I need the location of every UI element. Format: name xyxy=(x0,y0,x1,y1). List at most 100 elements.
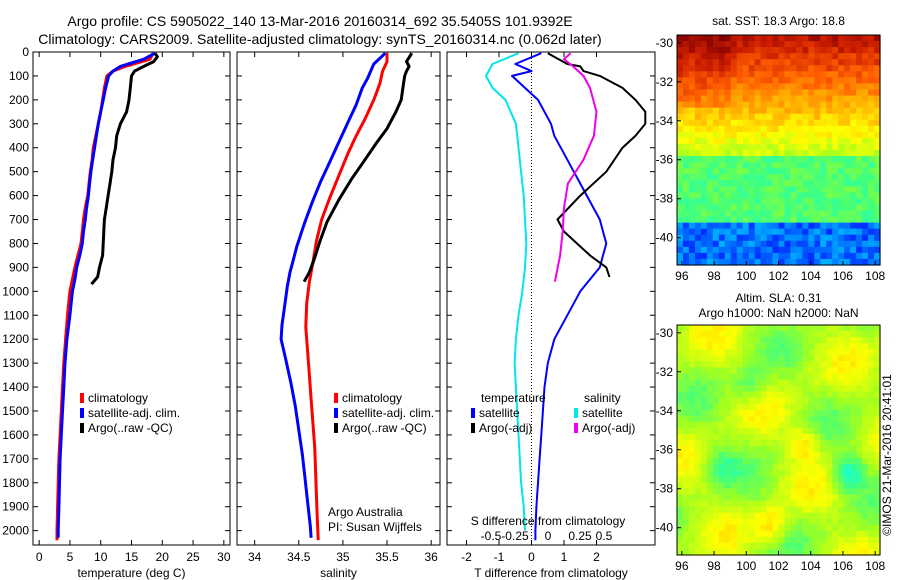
sla-map-cell xyxy=(796,506,803,514)
sst-map-cell xyxy=(790,192,798,200)
sla-map-cell xyxy=(706,440,714,447)
sst-map-cell xyxy=(790,35,798,42)
sla-map-cell xyxy=(700,446,708,453)
sst-map-cell xyxy=(742,204,750,212)
sla-map-cell xyxy=(766,373,774,381)
sla-map-cell xyxy=(826,446,833,453)
sla-map-cell xyxy=(868,548,875,556)
sla-map-cell xyxy=(700,331,708,338)
sla-map-cell xyxy=(808,446,815,453)
sla-map-cell xyxy=(730,403,738,411)
sst-map-cell xyxy=(796,71,803,78)
sst-map-cell xyxy=(682,53,690,60)
sla-map-cell xyxy=(724,373,732,381)
sst-map-cell xyxy=(862,113,869,121)
sla-map-cell xyxy=(760,403,768,411)
sst-map-cell xyxy=(748,204,756,212)
sla-map-cell xyxy=(772,355,780,362)
sla-map-cell xyxy=(826,548,833,556)
sst-map-cell xyxy=(802,47,809,54)
sla-map-cell xyxy=(766,391,774,399)
sst-map-cell xyxy=(802,168,809,175)
sla-map-cell xyxy=(688,325,696,332)
sla-map-cell xyxy=(754,452,762,459)
sla-map-cell xyxy=(694,427,702,435)
sla-map-cell xyxy=(700,391,708,399)
sst-map-cell xyxy=(688,174,696,181)
sst-map-cell xyxy=(754,95,762,103)
sst-map-cell xyxy=(730,150,738,157)
sst-map-cell xyxy=(730,222,738,230)
sla-map-cell xyxy=(730,385,738,393)
sla-map-cell xyxy=(694,379,702,387)
sla-map-cell xyxy=(772,464,780,471)
sst-map-cell xyxy=(694,95,702,103)
sla-map-cell xyxy=(814,536,821,544)
salinity-xtick-label: 36 xyxy=(424,550,438,564)
sla-map-cell xyxy=(838,325,845,332)
sst-map-cell xyxy=(808,150,815,157)
sst-map-cell xyxy=(766,228,774,236)
sla-map-cell xyxy=(868,494,875,502)
sla-map-cell xyxy=(802,331,809,338)
sst-map-cell xyxy=(694,234,702,242)
sla-map-cell xyxy=(700,506,708,514)
sla-map-cell xyxy=(730,524,738,532)
sst-map-cell xyxy=(814,137,821,145)
salinity-xtick-label: 35.5 xyxy=(375,550,399,564)
sla-map-cell xyxy=(814,397,821,405)
sst-map-cell xyxy=(802,150,809,157)
sla-map-cell xyxy=(814,415,821,423)
sst-map-cell xyxy=(682,107,690,115)
sla-map-cell xyxy=(802,385,809,393)
sst-map-cell xyxy=(832,174,839,181)
sla-map-cell xyxy=(838,391,845,399)
sla-map-cell xyxy=(682,512,690,520)
sla-map-cell xyxy=(796,397,803,405)
sla-map-cell xyxy=(742,403,750,411)
sst-map-cell xyxy=(712,156,720,163)
sla-map-cell xyxy=(802,415,809,423)
sla-map-cell xyxy=(832,536,839,544)
sla-map-cell xyxy=(784,440,792,447)
sla-map-cell xyxy=(820,397,827,405)
sla-map-cell xyxy=(790,415,798,423)
sst-map-cell xyxy=(730,210,738,218)
sst-map-cell xyxy=(730,246,738,254)
sla-map-cell xyxy=(688,433,696,441)
sst-map-cell xyxy=(682,168,690,175)
sst-map-cell xyxy=(820,125,827,133)
sst-map-cell xyxy=(820,150,827,157)
sla-map-cell xyxy=(784,433,792,441)
sst-map-cell xyxy=(677,59,684,66)
sst-map-cell xyxy=(677,168,684,175)
sst-map-cell xyxy=(694,150,702,157)
sst-map-cell xyxy=(760,210,768,218)
sla-map-cell xyxy=(730,518,738,526)
sla-map-cell xyxy=(790,458,798,465)
sst-map-cell xyxy=(754,83,762,91)
sst-map-cell xyxy=(844,107,851,115)
sla-map-cell xyxy=(838,415,845,423)
sla-map-cell xyxy=(736,373,744,381)
sla-map-cell xyxy=(790,464,798,471)
depth-tick-label: 700 xyxy=(9,213,29,227)
sst-map-cell xyxy=(772,252,780,260)
sst-map-cell xyxy=(850,222,857,230)
sla-map-cell xyxy=(736,421,744,429)
sla-map-cell xyxy=(874,325,881,332)
sst-map-cell xyxy=(772,83,780,91)
sla-map-cell xyxy=(844,488,851,496)
sla-map-cell xyxy=(808,421,815,429)
sst-map-cell xyxy=(748,186,756,193)
sst-map-cell xyxy=(784,101,792,109)
sla-map-cell xyxy=(862,385,869,393)
sla-map-cell xyxy=(862,331,869,338)
sla-map-cell xyxy=(682,385,690,393)
sla-map-cell xyxy=(868,325,875,332)
sla-map-cell xyxy=(694,518,702,526)
sla-map-cell xyxy=(874,488,881,496)
sla-map-cell xyxy=(868,500,875,508)
sst-map-cell xyxy=(832,216,839,224)
sst-map-cell xyxy=(677,150,684,157)
